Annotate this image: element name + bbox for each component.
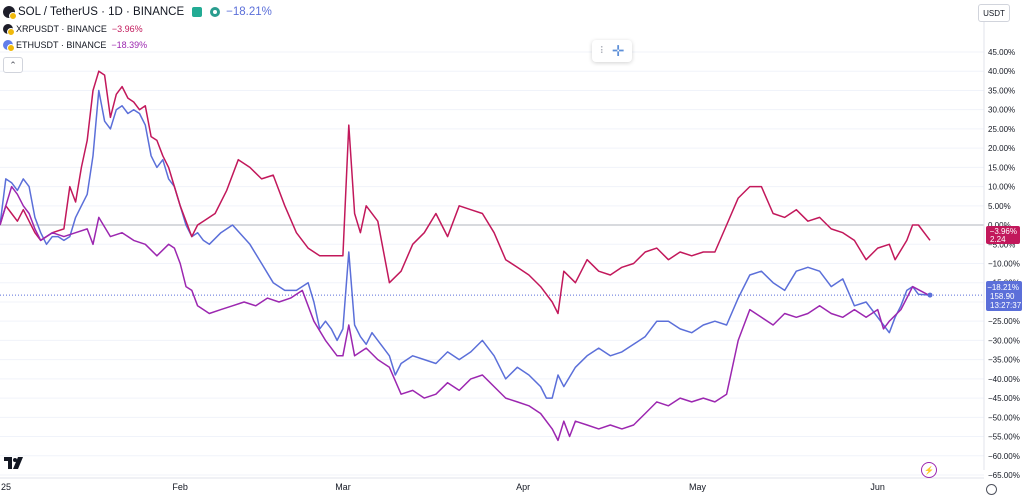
eye-icon[interactable] — [210, 7, 221, 17]
xrp-coin-icon — [3, 24, 15, 36]
series-line-1 — [0, 70, 931, 315]
series-lines — [0, 70, 933, 442]
y-tick-label: 30.00% — [988, 106, 1015, 115]
x-tick-label: May — [689, 482, 707, 492]
legend-compare-row-eth[interactable]: ETHUSDT · BINANCE −18.39% — [3, 37, 272, 53]
chart-legend: SOL / TetherUS · 1D · BINANCE −18.21% XR… — [3, 3, 272, 73]
y-tick-label: −45.00% — [988, 394, 1020, 403]
y-tick-label: −35.00% — [988, 356, 1020, 365]
crosshair-toolbar[interactable]: ⠇ ✛ — [592, 40, 632, 62]
price-axis[interactable]: 45.00% 40.00% 35.00% 30.00% 25.00% 20.00% 15.0… — [988, 48, 1020, 480]
y-tick-label: −10.00% — [988, 260, 1020, 269]
y-tick-label: 45.00% — [988, 48, 1015, 57]
currency-selector-button[interactable]: USDT — [978, 4, 1010, 22]
time-axis[interactable]: 25 Feb Mar Apr May Jun — [1, 482, 885, 492]
sol-price-tag: −18.21% 158.90 13:27:37 — [986, 281, 1022, 311]
y-tick-label: −50.00% — [988, 413, 1020, 422]
compare-symbol-label: ETHUSDT · BINANCE — [16, 40, 107, 50]
y-tick-label: −5.00% — [988, 240, 1015, 249]
main-symbol-label: SOL / TetherUS · 1D · BINANCE — [18, 6, 185, 18]
y-tick-label: 20.00% — [988, 144, 1015, 153]
y-tick-label: −60.00% — [988, 452, 1020, 461]
y-tick-label: −55.00% — [988, 433, 1020, 442]
xrp-price-tag: −3.96% 2.24 — [986, 226, 1020, 244]
x-tick-label: 25 — [1, 482, 11, 492]
y-tick-label: 10.00% — [988, 183, 1015, 192]
compare-symbol-label: XRPUSDT · BINANCE — [16, 24, 107, 34]
legend-compare-row-xrp[interactable]: XRPUSDT · BINANCE −3.96% — [3, 21, 272, 37]
y-tick-label: −25.00% — [988, 317, 1020, 326]
gear-icon[interactable] — [986, 484, 997, 495]
series-line-0 — [0, 89, 931, 399]
compare-change-value: −18.39% — [111, 40, 148, 50]
last-point-marker — [927, 292, 933, 298]
x-tick-label: Feb — [172, 482, 188, 492]
y-tick-label: 40.00% — [988, 67, 1015, 76]
y-tick-label: 25.00% — [988, 125, 1015, 134]
y-tick-label: 0.00% — [988, 221, 1011, 230]
chevron-up-icon: ⌃ — [9, 59, 17, 70]
sol-coin-icon — [3, 6, 17, 20]
compare-change-value: −3.96% — [111, 24, 143, 34]
series-line-2 — [0, 185, 931, 442]
x-tick-label: Apr — [516, 482, 530, 492]
flag-icon[interactable] — [192, 7, 203, 17]
y-tick-label: −40.00% — [988, 375, 1020, 384]
eth-coin-icon — [3, 40, 15, 52]
xrp-tag-pct: −3.96% — [990, 227, 1017, 236]
sol-tag-pct: −18.21% — [987, 283, 1019, 292]
crosshair-icon[interactable]: ✛ — [611, 42, 625, 60]
x-tick-label: Mar — [335, 482, 351, 492]
y-tick-label: −65.00% — [988, 471, 1020, 480]
y-tick-label: 5.00% — [988, 202, 1011, 211]
lightning-icon[interactable]: ⚡ — [921, 462, 937, 478]
y-tick-label: −30.00% — [988, 336, 1020, 345]
y-tick-label: 35.00% — [988, 86, 1015, 95]
sol-tag-price: 158.90 — [990, 292, 1015, 301]
tradingview-logo-icon[interactable] — [4, 457, 26, 469]
collapse-legend-button[interactable]: ⌃ — [3, 57, 23, 73]
y-tick-label: 15.00% — [988, 163, 1015, 172]
main-change-value: −18.21% — [226, 6, 272, 18]
grid-lines — [0, 51, 984, 476]
xrp-tag-price: 2.24 — [990, 235, 1006, 244]
sol-tag-countdown: 13:27:37 — [990, 301, 1022, 310]
legend-main-row[interactable]: SOL / TetherUS · 1D · BINANCE −18.21% — [3, 3, 272, 21]
x-tick-label: Jun — [870, 482, 885, 492]
drag-handle-icon[interactable]: ⠇ — [599, 45, 607, 57]
